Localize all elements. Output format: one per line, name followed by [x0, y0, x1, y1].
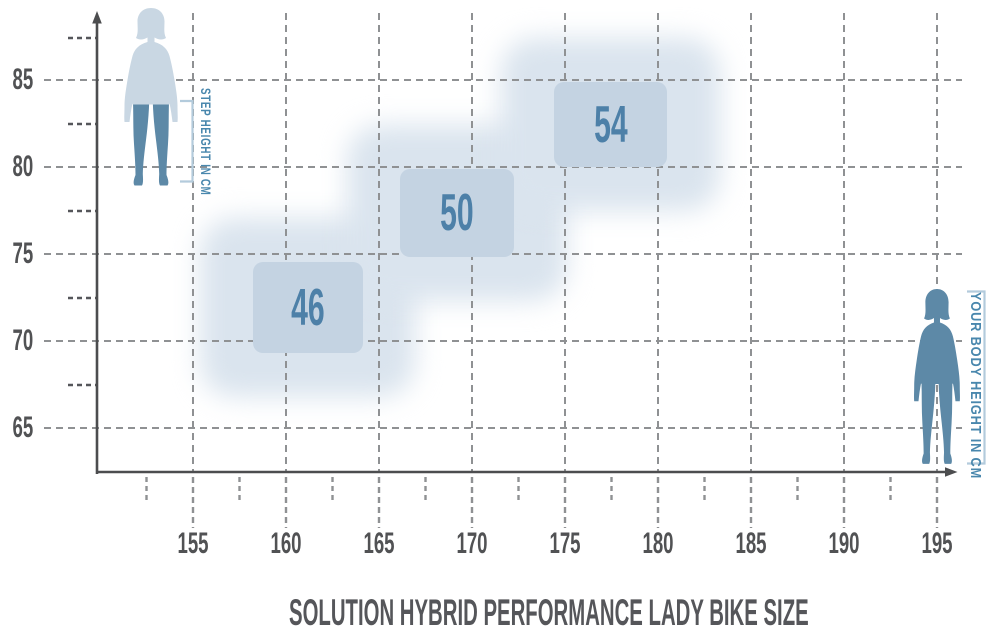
y-tick-label-65: 65: [12, 411, 34, 444]
x-tick-label-190: 190: [828, 527, 860, 560]
woman-figure-step-height: [124, 8, 178, 186]
x-tick-label-165: 165: [363, 527, 395, 560]
x-minor-ticks: [145, 477, 892, 500]
x-tick-label-180: 180: [642, 527, 674, 560]
y-axis: [92, 11, 102, 474]
size-50-region: 50: [400, 169, 514, 257]
size-46-label: 46: [291, 278, 325, 337]
size-46-region: 46: [253, 262, 363, 353]
y-axis-arrow-icon: [92, 11, 102, 24]
y-minor-ticks: [68, 36, 96, 387]
body-height-bracket: [967, 290, 986, 465]
x-tick-label-175: 175: [549, 527, 581, 560]
x-major-ticks: [191, 477, 939, 528]
size-50-label: 50: [440, 184, 474, 242]
x-tick-label-185: 185: [735, 527, 767, 560]
y-tick-label-85: 85: [12, 63, 34, 96]
x-tick-label-160: 160: [270, 527, 302, 560]
page-title: SOLUTION HYBRID PERFORMANCE LADY BIKE SI…: [289, 592, 809, 629]
y-tick-label-75: 75: [12, 237, 34, 270]
size-54-region: 54: [554, 82, 667, 167]
x-axis: [96, 467, 958, 477]
x-tick-label-195: 195: [921, 527, 953, 560]
x-tick-label-170: 170: [456, 527, 488, 560]
step-height-axis-label: STEP HEIGHT IN CM: [198, 88, 214, 196]
x-axis-arrow-icon: [945, 467, 958, 477]
y-tick-label-80: 80: [12, 150, 34, 183]
x-tick-label-155: 155: [177, 527, 209, 560]
size-54-label: 54: [593, 95, 628, 154]
step-height-bracket: [180, 99, 194, 183]
y-tick-label-70: 70: [12, 324, 34, 357]
body-height-axis-label: YOUR BODY HEIGHT IN CM: [967, 292, 984, 480]
